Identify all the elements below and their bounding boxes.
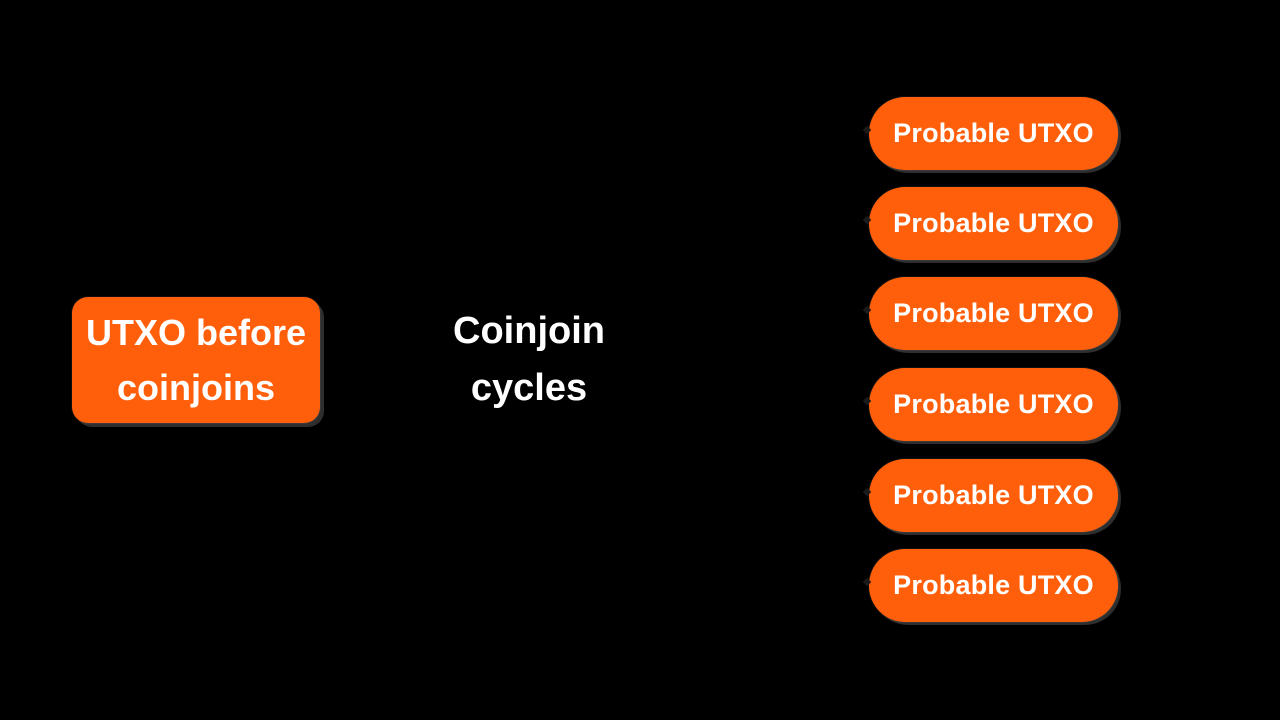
output-utxo-node: Probable UTXO: [869, 459, 1118, 532]
output-utxo-node: Probable UTXO: [869, 97, 1118, 170]
output-utxo-node: Probable UTXO: [869, 277, 1118, 350]
coinjoin-cycles-label: Coinjoin cycles: [409, 302, 649, 418]
output-utxo-label: Probable UTXO: [893, 208, 1094, 238]
output-utxo-label: Probable UTXO: [893, 570, 1094, 600]
output-utxo-label: Probable UTXO: [893, 480, 1094, 510]
output-utxo-label: Probable UTXO: [893, 298, 1094, 328]
output-utxo-node: Probable UTXO: [869, 187, 1118, 260]
output-utxo-label: Probable UTXO: [893, 118, 1094, 148]
coinjoin-cycles-label-line1: Coinjoin: [453, 310, 605, 352]
source-utxo-label-line2: coinjoins: [116, 367, 275, 408]
output-utxo-label: Probable UTXO: [893, 389, 1094, 419]
output-utxo-node: Probable UTXO: [869, 368, 1118, 441]
source-utxo-label-line1: UTXO before: [85, 312, 307, 353]
output-utxo-node: Probable UTXO: [869, 549, 1118, 622]
coinjoin-cycles-label-line2: cycles: [470, 367, 588, 409]
source-utxo-node: UTXO before coinjoins: [72, 297, 320, 423]
source-utxo-label: UTXO before coinjoins: [86, 305, 306, 415]
